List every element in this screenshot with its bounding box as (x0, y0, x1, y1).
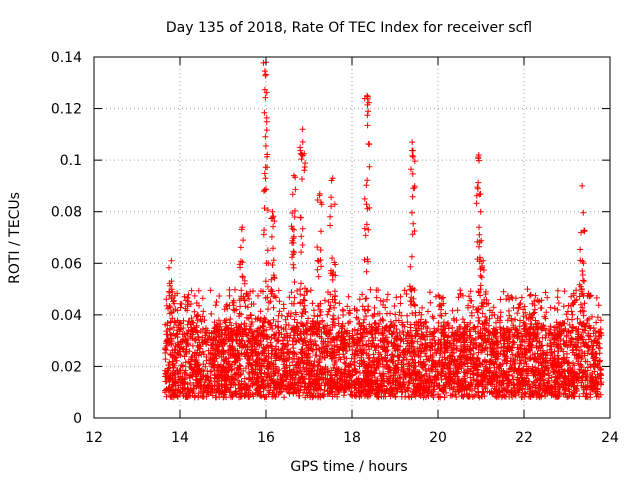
x-tick-label: 20 (429, 430, 447, 446)
x-tick-label: 24 (601, 430, 619, 446)
plot-frame (93, 56, 611, 419)
x-tick-label: 14 (171, 430, 189, 446)
y-tick-label: 0.06 (51, 256, 82, 272)
x-tick-label: 18 (343, 430, 361, 446)
x-tick-label: 22 (515, 430, 533, 446)
y-axis-label: ROTI / TECUs (7, 192, 23, 284)
chart-title: Day 135 of 2018, Rate Of TEC Index for r… (166, 20, 532, 36)
y-tick-label: 0.02 (51, 359, 82, 375)
y-tick-label: 0.1 (60, 153, 82, 169)
y-tick-label: 0.12 (51, 102, 82, 118)
x-tick-label: 16 (257, 430, 275, 446)
y-tick-label: 0.14 (51, 50, 82, 66)
y-tick-label: 0.08 (51, 205, 82, 221)
roti-data-points (162, 59, 605, 401)
y-tick-label: 0.04 (51, 308, 82, 324)
axes-layer: 0 0.02 0.04 0.06 0.08 0.1 0.12 0.14 12 14 16 18 20 22… (51, 50, 619, 446)
y-tick-label: 0 (73, 411, 82, 427)
points-layer (162, 59, 605, 401)
x-tick-label: 12 (85, 430, 103, 446)
x-axis-label: GPS time / hours (290, 459, 407, 475)
